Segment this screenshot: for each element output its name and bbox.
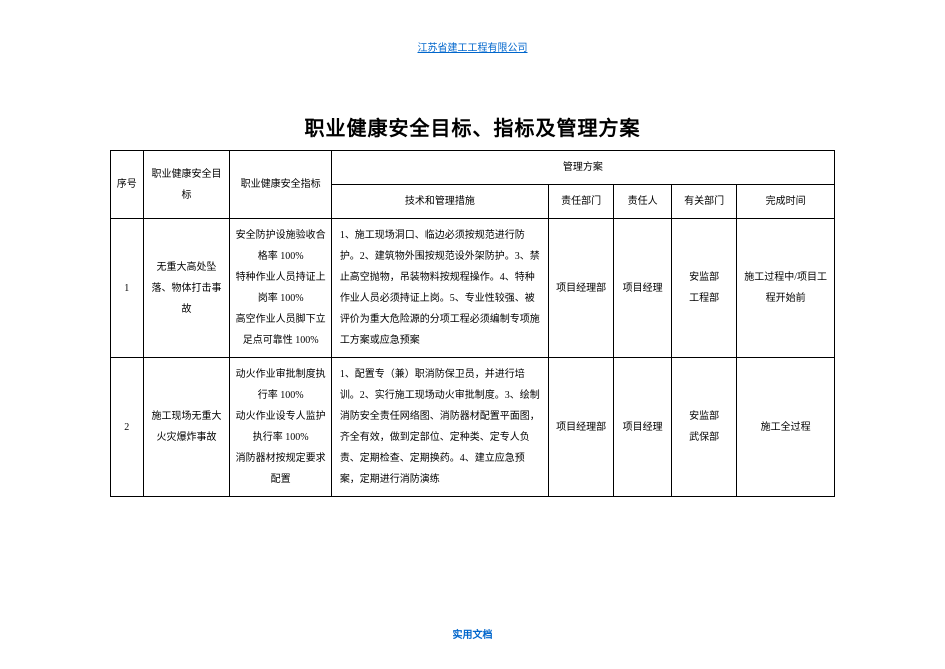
cell-goal: 施工现场无重大火灾爆炸事故 — [143, 358, 230, 497]
cell-other-dept: 安监部工程部 — [672, 219, 737, 358]
cell-other-dept: 安监部武保部 — [672, 358, 737, 497]
cell-resp-dept: 项目经理部 — [549, 358, 614, 497]
col-measures: 技术和管理措施 — [331, 185, 548, 219]
table-body: 1 无重大高处坠落、物体打击事故 安全防护设施验收合格率 100%特种作业人员持… — [111, 219, 835, 497]
col-index: 职业健康安全指标 — [230, 151, 331, 219]
col-resp-dept: 责任部门 — [549, 185, 614, 219]
cell-measures: 1、施工现场洞口、临边必须按规范进行防护。2、建筑物外围按规范设外架防护。3、禁… — [331, 219, 548, 358]
cell-index: 安全防护设施验收合格率 100%特种作业人员持证上岗率 100%高空作业人员脚下… — [230, 219, 331, 358]
table-row: 2 施工现场无重大火灾爆炸事故 动火作业审批制度执行率 100%动火作业设专人监… — [111, 358, 835, 497]
table-container: 序号 职业健康安全目标 职业健康安全指标 管理方案 技术和管理措施 责任部门 责… — [110, 150, 835, 497]
cell-seq: 1 — [111, 219, 144, 358]
plan-table: 序号 职业健康安全目标 职业健康安全指标 管理方案 技术和管理措施 责任部门 责… — [110, 150, 835, 497]
col-plan: 管理方案 — [331, 151, 834, 185]
page: 江苏省建工工程有限公司 职业健康安全目标、指标及管理方案 序号 职业健康安全目标… — [0, 0, 945, 669]
header-company-line: 江苏省建工工程有限公司 — [110, 38, 835, 56]
cell-index: 动火作业审批制度执行率 100%动火作业设专人监护执行率 100%消防器材按规定… — [230, 358, 331, 497]
page-title: 职业健康安全目标、指标及管理方案 — [0, 112, 945, 141]
cell-time: 施工全过程 — [737, 358, 835, 497]
cell-resp-person: 项目经理 — [614, 358, 672, 497]
cell-measures: 1、配置专（兼）职消防保卫员，并进行培训。2、实行施工现场动火审批制度。3、绘制… — [331, 358, 548, 497]
cell-resp-person: 项目经理 — [614, 219, 672, 358]
cell-seq: 2 — [111, 358, 144, 497]
cell-time: 施工过程中/项目工程开始前 — [737, 219, 835, 358]
cell-resp-dept: 项目经理部 — [549, 219, 614, 358]
table-head: 序号 职业健康安全目标 职业健康安全指标 管理方案 技术和管理措施 责任部门 责… — [111, 151, 835, 219]
header-row-1: 序号 职业健康安全目标 职业健康安全指标 管理方案 — [111, 151, 835, 185]
col-other-dept: 有关部门 — [672, 185, 737, 219]
col-seq: 序号 — [111, 151, 144, 219]
footer-text: 实用文档 — [0, 626, 945, 641]
cell-goal: 无重大高处坠落、物体打击事故 — [143, 219, 230, 358]
col-resp-person: 责任人 — [614, 185, 672, 219]
col-goal: 职业健康安全目标 — [143, 151, 230, 219]
col-time: 完成时间 — [737, 185, 835, 219]
table-row: 1 无重大高处坠落、物体打击事故 安全防护设施验收合格率 100%特种作业人员持… — [111, 219, 835, 358]
company-link[interactable]: 江苏省建工工程有限公司 — [418, 43, 528, 54]
